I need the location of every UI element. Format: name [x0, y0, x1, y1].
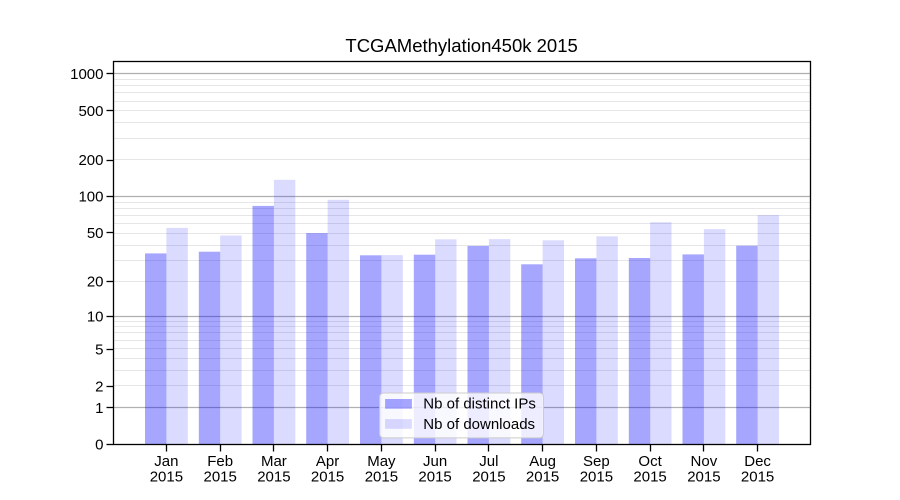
svg-text:Nb of distinct IPs: Nb of distinct IPs: [423, 396, 536, 413]
svg-text:2015: 2015: [418, 469, 451, 486]
svg-text:2015: 2015: [365, 469, 398, 486]
svg-text:10: 10: [87, 308, 104, 325]
svg-text:5: 5: [95, 342, 103, 359]
svg-text:50: 50: [87, 225, 104, 242]
svg-text:Nov: Nov: [691, 453, 718, 470]
svg-text:May: May: [367, 453, 396, 470]
svg-text:1: 1: [95, 400, 103, 417]
svg-text:Jan: Jan: [154, 453, 178, 470]
svg-text:Mar: Mar: [261, 453, 287, 470]
svg-text:Nb of downloads: Nb of downloads: [423, 416, 535, 433]
svg-text:200: 200: [78, 152, 103, 169]
svg-text:2015: 2015: [311, 469, 344, 486]
svg-text:2015: 2015: [526, 469, 559, 486]
svg-text:1000: 1000: [70, 66, 103, 83]
svg-text:2015: 2015: [204, 469, 237, 486]
svg-text:2015: 2015: [687, 469, 720, 486]
svg-text:2015: 2015: [257, 469, 290, 486]
svg-text:2015: 2015: [150, 469, 183, 486]
svg-text:Oct: Oct: [638, 453, 662, 470]
svg-text:0: 0: [95, 437, 103, 454]
svg-text:2015: 2015: [633, 469, 666, 486]
svg-text:2015: 2015: [741, 469, 774, 486]
svg-text:2015: 2015: [472, 469, 505, 486]
svg-text:Jun: Jun: [423, 453, 447, 470]
svg-text:Apr: Apr: [316, 453, 339, 470]
svg-text:2015: 2015: [580, 469, 613, 486]
svg-text:Feb: Feb: [207, 453, 233, 470]
svg-text:2: 2: [95, 379, 103, 396]
svg-text:Jul: Jul: [479, 453, 498, 470]
svg-text:TCGAMethylation450k 2015: TCGAMethylation450k 2015: [345, 35, 577, 56]
svg-text:20: 20: [87, 274, 104, 291]
svg-text:Aug: Aug: [529, 453, 556, 470]
svg-text:100: 100: [78, 189, 103, 206]
svg-text:Dec: Dec: [744, 453, 771, 470]
svg-text:500: 500: [78, 103, 103, 120]
svg-text:Sep: Sep: [583, 453, 610, 470]
